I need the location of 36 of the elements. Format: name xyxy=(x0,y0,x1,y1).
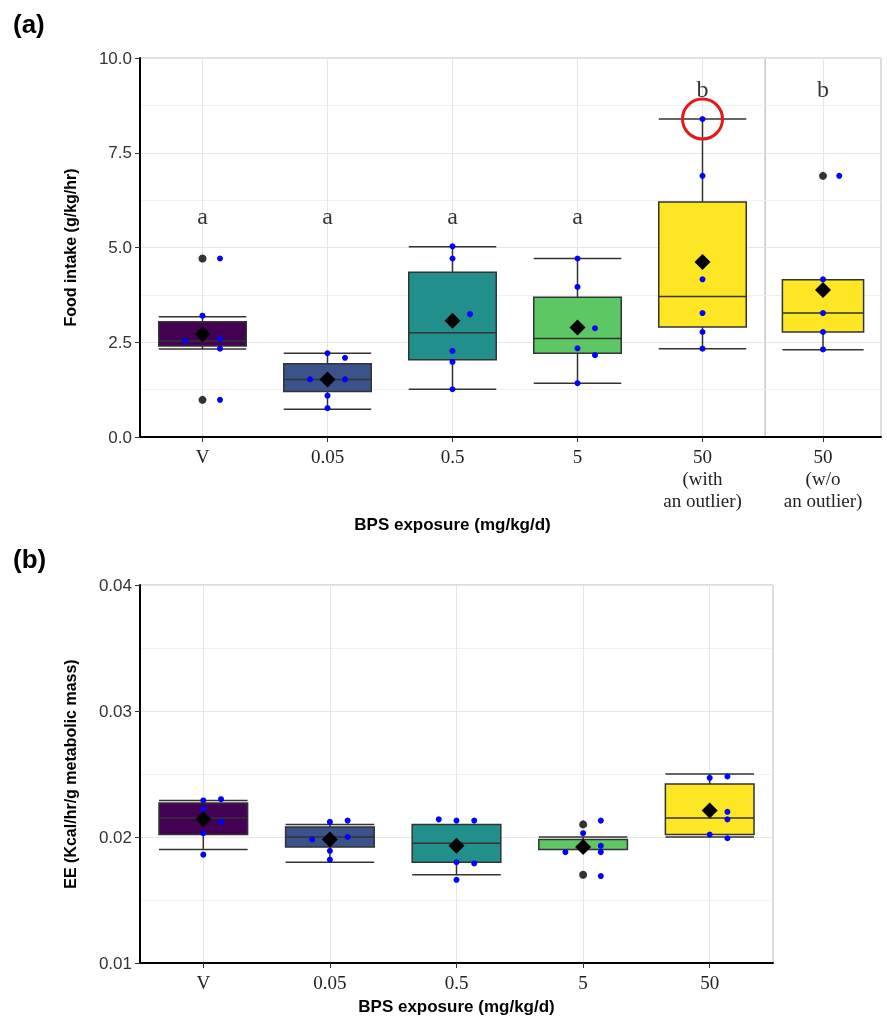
point xyxy=(820,310,826,317)
annotation: a xyxy=(322,203,334,230)
y-tick-label: 0.01 xyxy=(98,953,132,973)
x-tick-label: 50 (w/o an outlier) xyxy=(783,445,863,512)
x-tick-label: 50 (with an outlier) xyxy=(663,445,742,512)
point xyxy=(820,276,826,283)
y-tick-label: 0.04 xyxy=(98,575,132,595)
chart-title: (a) xyxy=(13,9,45,39)
y-tick-label: 0.02 xyxy=(98,827,132,847)
x-axis-title: BPS exposure (mg/kg/d) xyxy=(354,514,551,534)
y-tick-label: 0.03 xyxy=(98,701,132,721)
point xyxy=(820,346,826,353)
annotation: a xyxy=(447,203,459,230)
annotation: b xyxy=(817,75,829,102)
y-axis-title: Food intake (g/kg/hr) xyxy=(61,168,79,327)
annotation: b xyxy=(696,75,709,102)
x-tick-label: 50 xyxy=(700,971,720,993)
chart-title: (b) xyxy=(13,544,47,574)
x-tick-label: 0.5 xyxy=(440,445,465,467)
y-tick-label: 7.5 xyxy=(108,143,132,163)
x-axis-title: BPS exposure (mg/kg/d) xyxy=(358,996,555,1016)
annotation: a xyxy=(197,203,209,230)
y-tick-label: 0.0 xyxy=(108,427,132,447)
x-tick-label: 0.05 xyxy=(313,971,347,993)
y-tick-label: 5.0 xyxy=(108,238,132,257)
x-tick-label: 0.05 xyxy=(310,445,345,467)
x-tick-label: 0.5 xyxy=(444,971,469,993)
x-tick-label: 5 xyxy=(578,971,588,993)
point xyxy=(820,329,826,336)
y-tick-label: 10.0 xyxy=(98,48,132,68)
annotation: a xyxy=(572,203,584,230)
x-tick-label: V xyxy=(195,445,210,467)
x-tick-label: V xyxy=(196,971,211,993)
x-tick-label: 5 xyxy=(572,445,583,467)
y-tick-label: 2.5 xyxy=(108,332,132,352)
y-axis-title: EE (Kcal/hr/g metabolic mass) xyxy=(61,659,79,889)
